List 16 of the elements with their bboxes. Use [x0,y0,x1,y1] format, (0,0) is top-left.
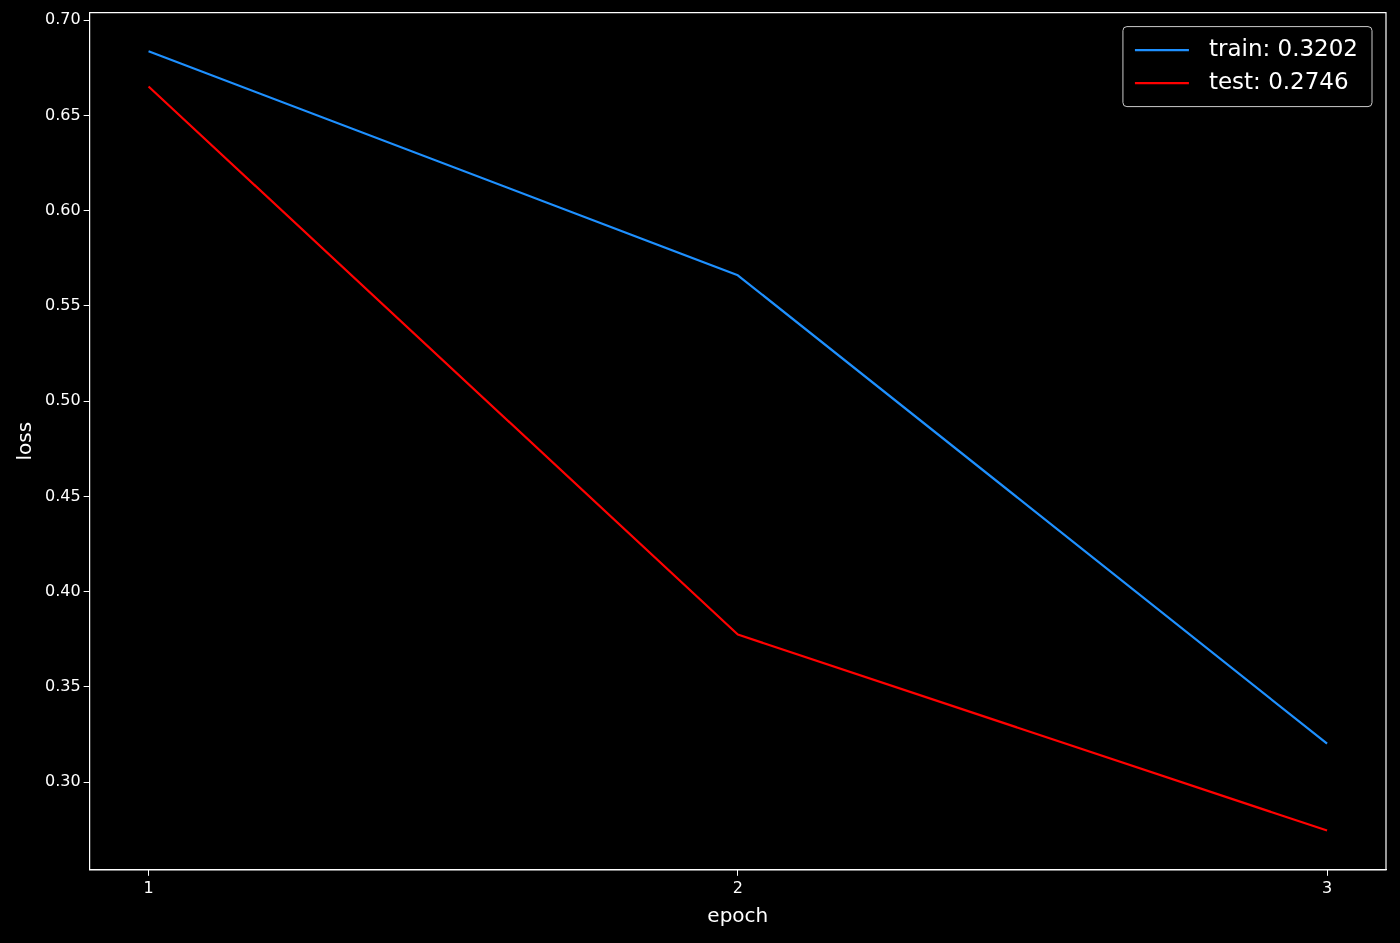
y-tick-label: 0.30 [45,771,81,791]
x-axis-title: epoch [707,903,769,928]
y-tick-label: 0.45 [45,485,81,505]
y-tick-label: 0.35 [45,676,81,696]
y-axis-title: loss [12,421,37,461]
legend-label: test: 0.2746 [1208,68,1349,95]
x-tick-label: 2 [732,877,743,897]
y-tick-label: 0.70 [45,9,81,29]
x-tick-label: 1 [143,877,154,897]
legend-label: train: 0.3202 [1208,35,1358,62]
y-tick-label: 0.55 [45,295,81,315]
y-tick-label: 0.65 [45,104,81,124]
x-tick-label: 3 [1321,877,1333,897]
y-tick-label: 0.60 [45,199,81,219]
y-tick-label: 0.40 [45,580,81,600]
y-tick-label: 0.50 [45,390,81,410]
